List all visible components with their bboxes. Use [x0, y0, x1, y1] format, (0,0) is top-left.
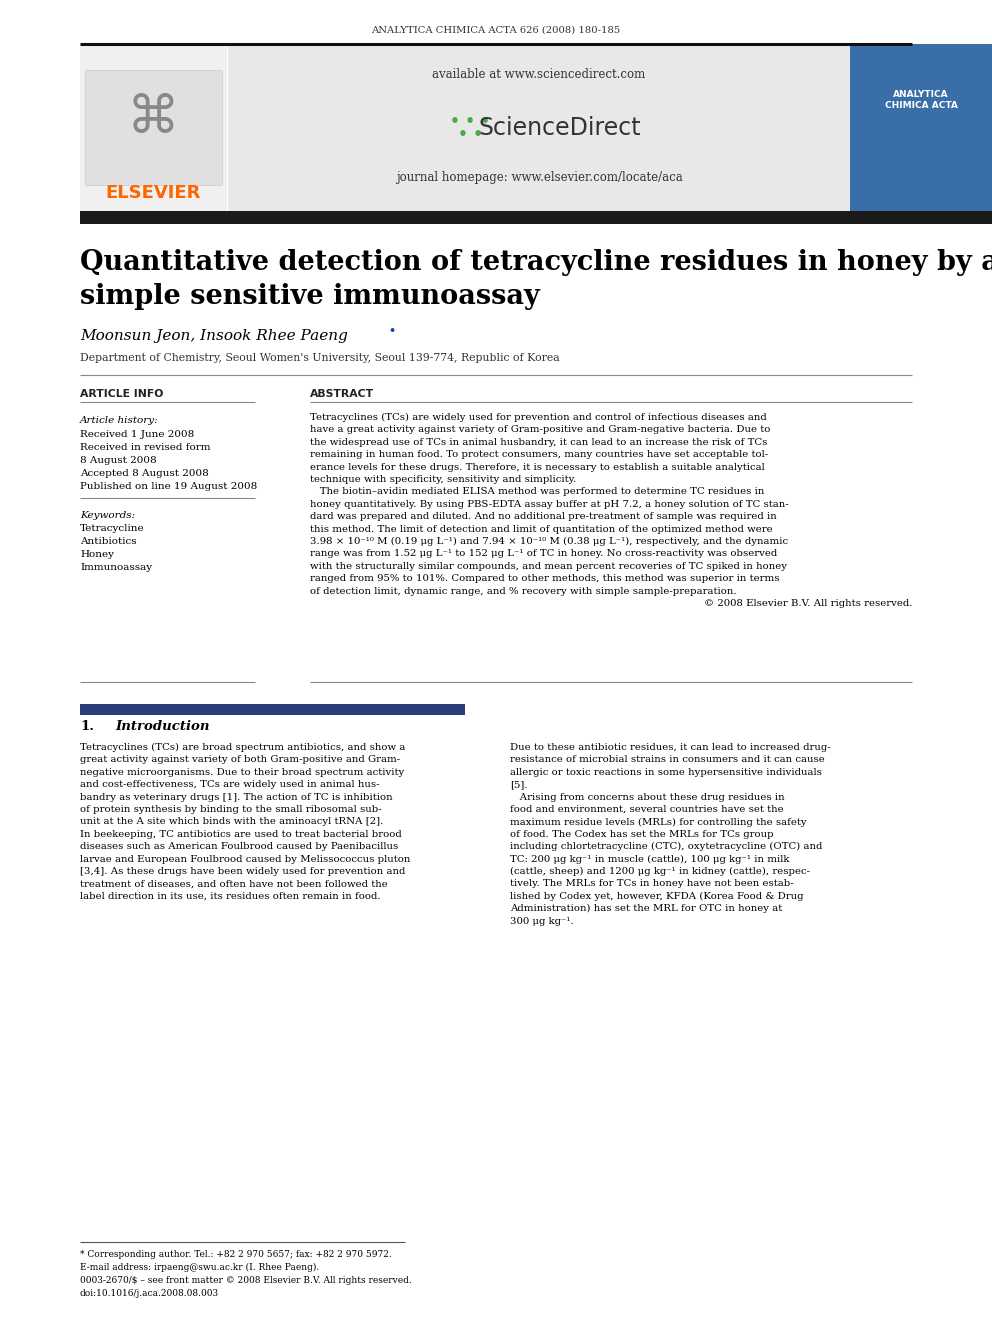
Text: ARTICLE INFO: ARTICLE INFO — [80, 389, 164, 400]
Bar — [80, 704, 465, 714]
Text: doi:10.1016/j.aca.2008.08.003: doi:10.1016/j.aca.2008.08.003 — [80, 1289, 219, 1298]
Text: larvae and European Foulbrood caused by Melissococcus pluton: larvae and European Foulbrood caused by … — [80, 855, 411, 864]
Text: Administration) has set the MRL for OTC in honey at: Administration) has set the MRL for OTC … — [510, 904, 783, 913]
Text: [3,4]. As these drugs have been widely used for prevention and: [3,4]. As these drugs have been widely u… — [80, 867, 406, 876]
Text: remaining in human food. To protect consumers, many countries have set acceptabl: remaining in human food. To protect cons… — [310, 450, 768, 459]
Text: maximum residue levels (MRLs) for controlling the safety: maximum residue levels (MRLs) for contro… — [510, 818, 806, 827]
Text: (cattle, sheep) and 1200 μg kg⁻¹ in kidney (cattle), respec-: (cattle, sheep) and 1200 μg kg⁻¹ in kidn… — [510, 867, 810, 876]
Text: dard was prepared and diluted. And no additional pre-treatment of sample was req: dard was prepared and diluted. And no ad… — [310, 512, 777, 521]
Bar — [85, 70, 222, 185]
Text: ABSTRACT: ABSTRACT — [310, 389, 374, 400]
Bar — [228, 44, 850, 212]
Text: ANALYTICA CHIMICA ACTA 626 (2008) 180-185: ANALYTICA CHIMICA ACTA 626 (2008) 180-18… — [371, 25, 621, 34]
Text: of food. The Codex has set the MRLs for TCs group: of food. The Codex has set the MRLs for … — [510, 830, 774, 839]
Text: Quantitative detection of tetracycline residues in honey by a: Quantitative detection of tetracycline r… — [80, 249, 992, 275]
Text: Keywords:: Keywords: — [80, 511, 135, 520]
Text: 0003-2670/$ – see front matter © 2008 Elsevier B.V. All rights reserved.: 0003-2670/$ – see front matter © 2008 El… — [80, 1275, 412, 1285]
Text: Received in revised form: Received in revised form — [80, 443, 210, 452]
Text: negative microorganisms. Due to their broad spectrum activity: negative microorganisms. Due to their br… — [80, 767, 405, 777]
Text: Honey: Honey — [80, 550, 114, 560]
Text: erance levels for these drugs. Therefore, it is necessary to establish a suitabl: erance levels for these drugs. Therefore… — [310, 463, 765, 471]
Text: great activity against variety of both Gram-positive and Gram-: great activity against variety of both G… — [80, 755, 400, 765]
Text: allergic or toxic reactions in some hypersensitive individuals: allergic or toxic reactions in some hype… — [510, 767, 822, 777]
Text: Tetracycline: Tetracycline — [80, 524, 145, 533]
Text: treatment of diseases, and often have not been followed the: treatment of diseases, and often have no… — [80, 880, 388, 889]
Text: Published on line 19 August 2008: Published on line 19 August 2008 — [80, 482, 257, 491]
Text: Accepted 8 August 2008: Accepted 8 August 2008 — [80, 468, 208, 478]
Text: ranged from 95% to 101%. Compared to other methods, this method was superior in : ranged from 95% to 101%. Compared to oth… — [310, 574, 780, 583]
Text: of protein synthesis by binding to the small ribosomal sub-: of protein synthesis by binding to the s… — [80, 804, 382, 814]
Text: Department of Chemistry, Seoul Women's University, Seoul 139-774, Republic of Ko: Department of Chemistry, Seoul Women's U… — [80, 353, 559, 363]
Text: range was from 1.52 μg L⁻¹ to 152 μg L⁻¹ of TC in honey. No cross-reactivity was: range was from 1.52 μg L⁻¹ to 152 μg L⁻¹… — [310, 549, 778, 558]
Text: 1.: 1. — [80, 720, 94, 733]
Text: resistance of microbial strains in consumers and it can cause: resistance of microbial strains in consu… — [510, 755, 824, 765]
Text: ELSEVIER: ELSEVIER — [105, 184, 200, 202]
Text: The biotin–avidin mediated ELISA method was performed to determine TC residues i: The biotin–avidin mediated ELISA method … — [310, 487, 765, 496]
Text: Moonsun Jeon, Insook Rhee Paeng: Moonsun Jeon, Insook Rhee Paeng — [80, 329, 348, 343]
Bar — [80, 44, 227, 212]
Text: this method. The limit of detection and limit of quantitation of the optimized m: this method. The limit of detection and … — [310, 525, 773, 533]
Text: [5].: [5]. — [510, 781, 528, 790]
Text: bandry as veterinary drugs [1]. The action of TC is inhibition: bandry as veterinary drugs [1]. The acti… — [80, 792, 393, 802]
Text: Introduction: Introduction — [115, 720, 209, 733]
Text: © 2008 Elsevier B.V. All rights reserved.: © 2008 Elsevier B.V. All rights reserved… — [703, 599, 912, 609]
Text: Tetracyclines (TCs) are widely used for prevention and control of infectious dis: Tetracyclines (TCs) are widely used for … — [310, 413, 767, 422]
Text: • • •
• •: • • • • • — [450, 114, 490, 143]
Text: the widespread use of TCs in animal husbandry, it can lead to an increase the ri: the widespread use of TCs in animal husb… — [310, 438, 768, 447]
Text: 300 μg kg⁻¹.: 300 μg kg⁻¹. — [510, 917, 573, 926]
Text: ScienceDirect: ScienceDirect — [479, 116, 641, 140]
Text: ⌘: ⌘ — [127, 93, 180, 144]
Text: lished by Codex yet, however, KFDA (Korea Food & Drug: lished by Codex yet, however, KFDA (Kore… — [510, 892, 804, 901]
Text: •: • — [388, 324, 395, 336]
Text: Antibiotics: Antibiotics — [80, 537, 137, 546]
Text: 3.98 × 10⁻¹⁰ M (0.19 μg L⁻¹) and 7.94 × 10⁻¹⁰ M (0.38 μg L⁻¹), respectively, and: 3.98 × 10⁻¹⁰ M (0.19 μg L⁻¹) and 7.94 × … — [310, 537, 788, 546]
Text: have a great activity against variety of Gram-positive and Gram-negative bacteri: have a great activity against variety of… — [310, 426, 771, 434]
Text: simple sensitive immunoassay: simple sensitive immunoassay — [80, 283, 540, 310]
Text: technique with specificity, sensitivity and simplicity.: technique with specificity, sensitivity … — [310, 475, 576, 484]
Bar — [80, 210, 992, 224]
Text: diseases such as American Foulbrood caused by Paenibacillus: diseases such as American Foulbrood caus… — [80, 843, 398, 851]
Text: label direction in its use, its residues often remain in food.: label direction in its use, its residues… — [80, 892, 381, 901]
Text: Arising from concerns about these drug residues in: Arising from concerns about these drug r… — [510, 792, 785, 802]
Text: Tetracyclines (TCs) are broad spectrum antibiotics, and show a: Tetracyclines (TCs) are broad spectrum a… — [80, 744, 406, 751]
Text: including chlortetracycline (CTC), oxytetracycline (OTC) and: including chlortetracycline (CTC), oxyte… — [510, 843, 822, 851]
Text: unit at the A site which binds with the aminoacyl tRNA [2].: unit at the A site which binds with the … — [80, 818, 383, 827]
Text: Immunoassay: Immunoassay — [80, 564, 152, 572]
Text: honey quantitatively. By using PBS-EDTA assay buffer at pH 7.2, a honey solution: honey quantitatively. By using PBS-EDTA … — [310, 500, 789, 509]
Text: and cost-effectiveness, TCs are widely used in animal hus-: and cost-effectiveness, TCs are widely u… — [80, 781, 380, 790]
Text: tively. The MRLs for TCs in honey have not been estab-: tively. The MRLs for TCs in honey have n… — [510, 880, 794, 889]
Text: * Corresponding author. Tel.: +82 2 970 5657; fax: +82 2 970 5972.: * Corresponding author. Tel.: +82 2 970 … — [80, 1250, 392, 1259]
Text: E-mail address: irpaeng@swu.ac.kr (I. Rhee Paeng).: E-mail address: irpaeng@swu.ac.kr (I. Rh… — [80, 1263, 319, 1273]
Text: ANALYTICA
CHIMICA ACTA: ANALYTICA CHIMICA ACTA — [885, 90, 957, 110]
Text: Received 1 June 2008: Received 1 June 2008 — [80, 430, 194, 439]
Text: with the structurally similar compounds, and mean percent recoveries of TC spike: with the structurally similar compounds,… — [310, 562, 787, 570]
Text: TC: 200 μg kg⁻¹ in muscle (cattle), 100 μg kg⁻¹ in milk: TC: 200 μg kg⁻¹ in muscle (cattle), 100 … — [510, 855, 790, 864]
Text: journal homepage: www.elsevier.com/locate/aca: journal homepage: www.elsevier.com/locat… — [396, 172, 682, 184]
Text: of detection limit, dynamic range, and % recovery with simple sample-preparation: of detection limit, dynamic range, and %… — [310, 586, 737, 595]
Text: 8 August 2008: 8 August 2008 — [80, 456, 157, 464]
Text: In beekeeping, TC antibiotics are used to treat bacterial brood: In beekeeping, TC antibiotics are used t… — [80, 830, 402, 839]
Text: food and environment, several countries have set the: food and environment, several countries … — [510, 804, 784, 814]
Bar — [850, 44, 992, 212]
Text: available at www.sciencedirect.com: available at www.sciencedirect.com — [433, 69, 646, 82]
Text: Article history:: Article history: — [80, 415, 159, 425]
Text: Due to these antibiotic residues, it can lead to increased drug-: Due to these antibiotic residues, it can… — [510, 744, 830, 751]
